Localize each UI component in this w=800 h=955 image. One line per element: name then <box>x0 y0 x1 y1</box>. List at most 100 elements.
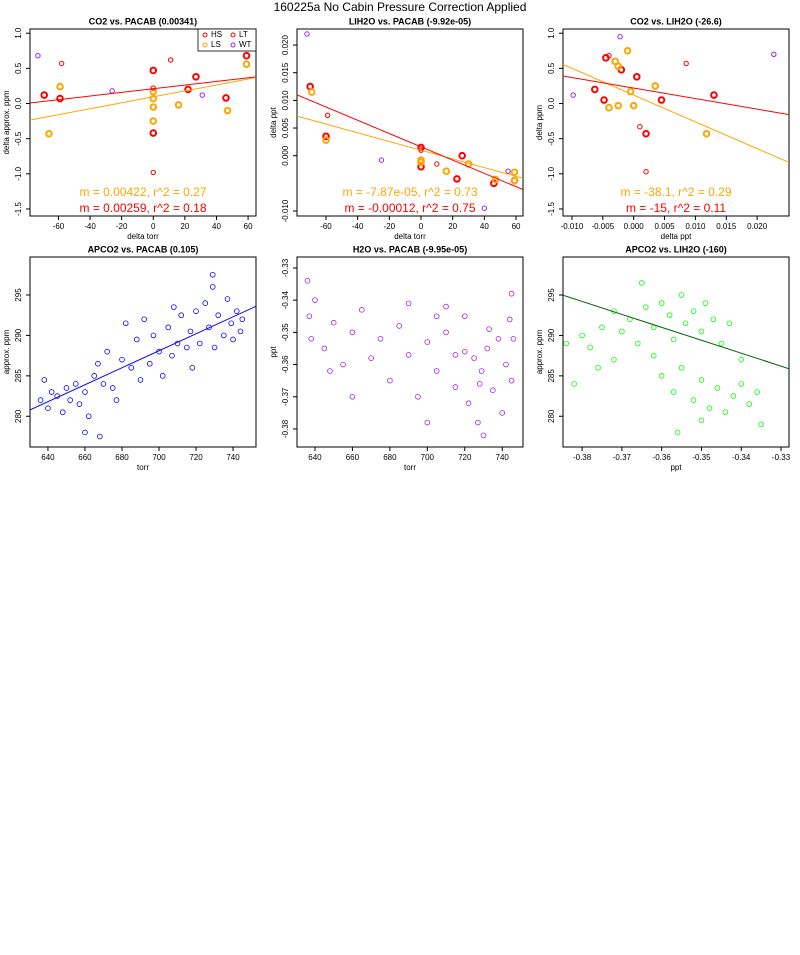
y-tick-label: 285 <box>547 369 556 383</box>
x-tick-label: 0 <box>151 222 156 231</box>
point <box>100 381 107 387</box>
y-tick-label: 0.5 <box>14 62 23 74</box>
point <box>718 340 725 347</box>
point <box>417 162 425 171</box>
point <box>330 319 337 326</box>
point <box>614 101 623 110</box>
point <box>340 361 346 368</box>
point <box>710 316 717 323</box>
point <box>358 307 365 313</box>
point <box>167 57 174 63</box>
point <box>308 335 315 342</box>
point <box>199 92 205 98</box>
point <box>220 332 227 339</box>
point <box>306 313 313 320</box>
point <box>442 167 451 175</box>
panel: LIH2O vs. PACAB (-9.92e-05) -60 -40 -20 0 20 4… <box>269 16 524 241</box>
y-tick-label: -0.010 <box>281 199 290 222</box>
point <box>174 101 183 109</box>
point <box>643 169 649 175</box>
x-tick-label: -0.005 <box>591 222 614 231</box>
point <box>242 60 251 68</box>
point <box>670 389 677 395</box>
point <box>183 344 190 351</box>
point <box>690 397 697 403</box>
point <box>109 88 115 94</box>
y-axis-label: approx. ppm <box>2 329 11 374</box>
y-tick-label: 285 <box>14 369 23 383</box>
panel-title: CO2 vs. PACAB (0.00341) <box>89 16 197 26</box>
point <box>67 397 73 403</box>
point <box>192 73 200 81</box>
point <box>452 384 459 390</box>
legend-label: LS <box>211 40 221 49</box>
x-tick-label: 680 <box>383 453 397 462</box>
legend-marker <box>230 42 236 48</box>
y-tick-label: 290 <box>547 328 556 342</box>
figure-title: 160225a No Cabin Pressure Correction App… <box>274 0 527 14</box>
point <box>683 60 689 67</box>
point <box>222 94 230 102</box>
point <box>45 129 53 138</box>
y-tick-label: 0.0 <box>547 97 556 109</box>
point <box>650 352 657 359</box>
panel-title: APCO2 vs. PACAB (0.105) <box>88 244 199 254</box>
fit-annotation: m = -15, r^2 = 0.11 <box>626 201 726 215</box>
point <box>642 129 650 138</box>
point <box>104 348 110 355</box>
point <box>698 417 705 424</box>
x-tick-label: 60 <box>244 222 253 231</box>
x-tick-label: 0 <box>419 222 424 231</box>
plot-frame <box>562 28 790 217</box>
x-tick-label: 740 <box>496 453 510 462</box>
fit-line <box>297 94 523 191</box>
x-axis-label: torr <box>137 463 149 472</box>
x-axis-label: torr <box>404 463 416 472</box>
point <box>730 393 737 399</box>
point <box>312 297 318 303</box>
point <box>658 300 665 306</box>
y-tick-label: 0.020 <box>281 34 290 55</box>
point <box>642 304 649 310</box>
point <box>571 381 577 387</box>
fit-line <box>563 63 789 163</box>
point <box>91 373 98 379</box>
fit-annotation: m = -0.00012, r^2 = 0.75 <box>344 201 475 215</box>
y-tick-label: 280 <box>547 409 556 423</box>
point <box>237 328 244 335</box>
point <box>666 312 673 319</box>
point <box>510 168 519 177</box>
x-tick-label: 700 <box>421 453 435 462</box>
point <box>461 348 468 355</box>
y-tick-label: 295 <box>14 288 23 302</box>
point <box>202 300 209 306</box>
point <box>149 129 158 137</box>
point <box>63 385 70 391</box>
x-tick-label: -60 <box>320 222 332 231</box>
x-tick-label: -40 <box>352 222 364 231</box>
x-tick-label: 0.020 <box>747 222 768 231</box>
point <box>40 91 49 99</box>
y-tick-label: 0.5 <box>547 62 556 74</box>
x-tick-label: 640 <box>41 453 55 462</box>
point <box>490 387 496 394</box>
point <box>405 300 412 307</box>
point <box>465 400 472 407</box>
plot-frame <box>296 256 524 448</box>
point <box>56 82 64 91</box>
x-tick-label: -0.33 <box>772 453 791 462</box>
point <box>228 320 234 327</box>
point <box>433 368 440 374</box>
x-tick-label: 660 <box>78 453 92 462</box>
y-tick-label: -0.38 <box>281 419 290 438</box>
point <box>433 313 440 320</box>
point <box>638 280 645 286</box>
point <box>623 46 632 55</box>
point <box>495 335 502 342</box>
y-tick-label: 1.0 <box>547 27 556 39</box>
point <box>193 308 199 314</box>
fit-line <box>297 115 523 179</box>
x-axis-label: delta torr <box>394 232 426 241</box>
point <box>475 419 481 426</box>
point <box>122 320 129 327</box>
